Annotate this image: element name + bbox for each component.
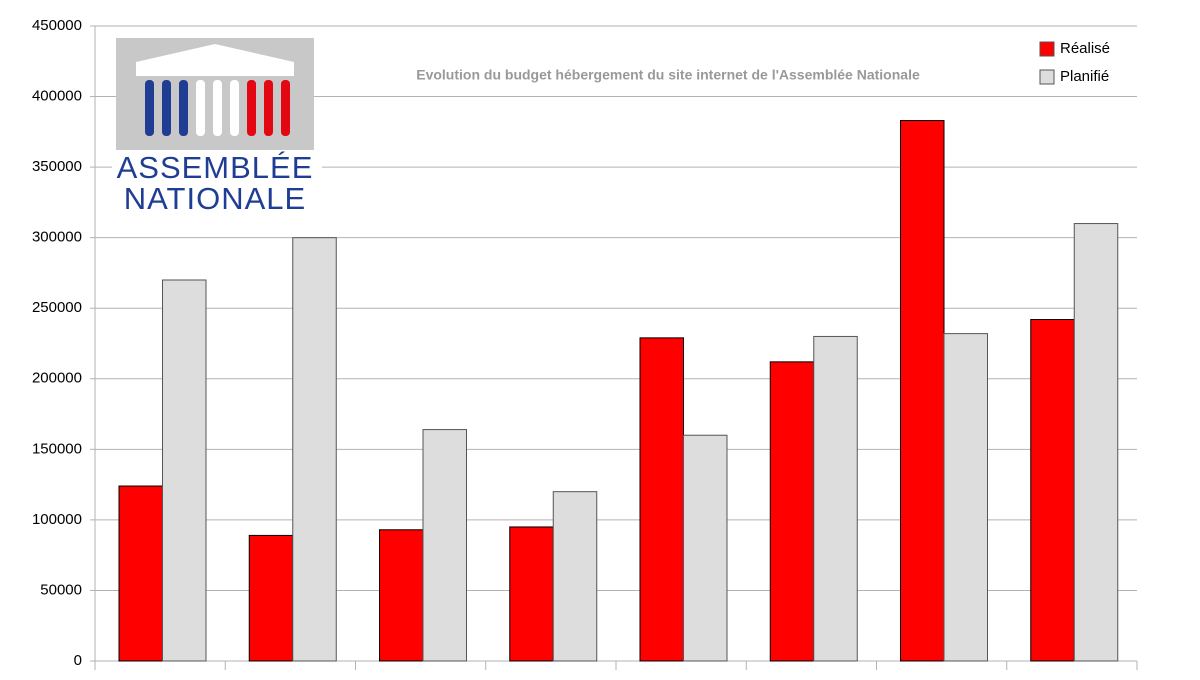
logo-entablature xyxy=(136,62,294,76)
logo-column xyxy=(162,80,171,136)
y-tick-label: 0 xyxy=(74,652,82,669)
bar xyxy=(422,429,467,662)
bar xyxy=(1030,319,1075,662)
bar xyxy=(1073,223,1119,662)
legend-swatch xyxy=(1039,41,1055,57)
bar xyxy=(248,534,294,662)
y-tick-label: 350000 xyxy=(32,158,82,175)
y-tick-label: 300000 xyxy=(32,229,82,246)
logo-column xyxy=(247,80,256,136)
logo-column xyxy=(230,80,239,136)
logo-column xyxy=(281,80,290,136)
chart-title: Evolution du budget hébergement du site … xyxy=(416,67,920,83)
y-tick-label: 200000 xyxy=(32,370,82,387)
logo-column xyxy=(145,80,154,136)
bar xyxy=(379,529,424,662)
bar xyxy=(639,337,684,662)
logo-columns xyxy=(145,80,290,136)
bar xyxy=(943,333,988,662)
y-tick-label: 250000 xyxy=(32,299,82,316)
bar xyxy=(509,526,554,662)
y-tick-label: 100000 xyxy=(32,511,82,528)
legend-swatch xyxy=(1039,69,1055,85)
y-tick-label: 150000 xyxy=(32,440,82,457)
bar xyxy=(118,485,163,662)
y-tick-label: 450000 xyxy=(32,17,82,34)
bar xyxy=(552,491,598,662)
legend-label: Planifié xyxy=(1060,68,1109,85)
logo-column xyxy=(213,80,222,136)
logo-pediment xyxy=(136,44,294,62)
logo-line: NATIONALE xyxy=(124,181,306,216)
logo-text-background xyxy=(112,150,322,220)
legend-label: Réalisé xyxy=(1060,40,1110,57)
logo-column xyxy=(196,80,205,136)
y-tick-label: 400000 xyxy=(32,88,82,105)
logo: ASSEMBLÉE NATIONALE xyxy=(112,38,322,220)
bar xyxy=(900,120,945,662)
logo-column xyxy=(264,80,273,136)
bar xyxy=(813,335,858,662)
y-tick-label: 50000 xyxy=(40,581,82,598)
logo-column xyxy=(179,80,188,136)
bar xyxy=(162,279,207,662)
bar xyxy=(292,237,337,662)
bar xyxy=(769,361,815,662)
bar xyxy=(683,434,728,662)
logo-line: ASSEMBLÉE xyxy=(117,150,314,185)
